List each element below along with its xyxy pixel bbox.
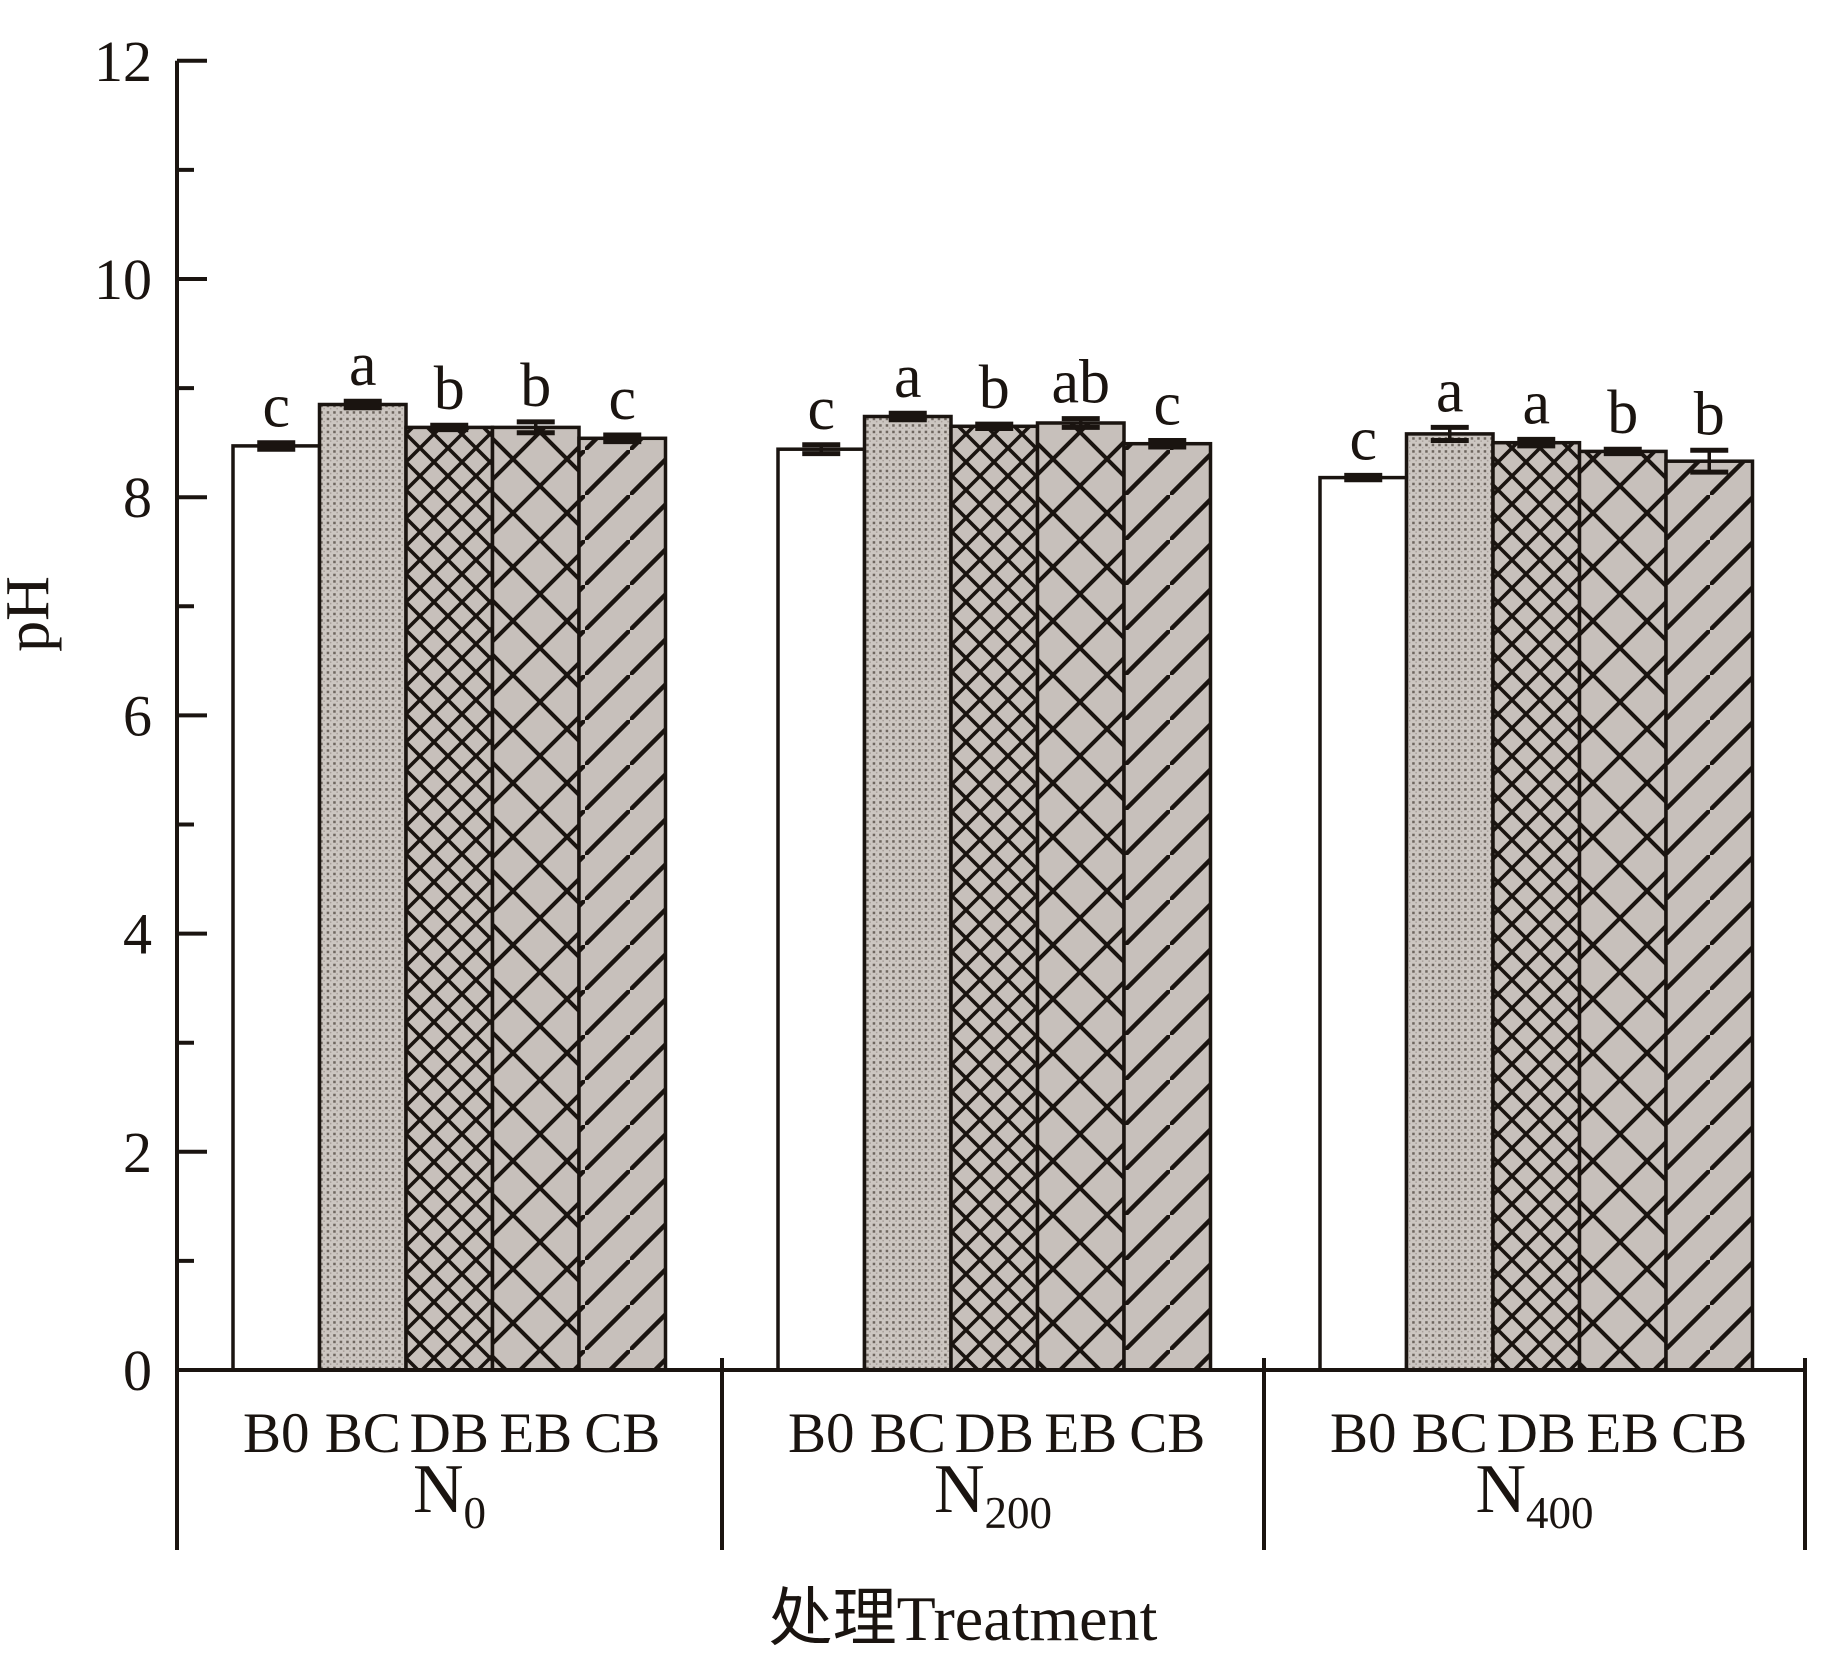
bar-B0-N400 [1318, 475, 1409, 1372]
y-tick-label: 10 [94, 247, 152, 312]
sig-letter: b [1694, 380, 1725, 448]
treatment-label: B0 [1330, 1402, 1397, 1465]
bar-CB-N400 [1664, 459, 1755, 1372]
error-bar [888, 410, 927, 423]
sig-letter: a [1522, 369, 1550, 437]
error-bar [802, 442, 841, 457]
treatment-label: EB [1044, 1402, 1117, 1465]
error-bar [975, 421, 1014, 431]
error-bar [603, 432, 642, 445]
bar-BC-N400 [1404, 432, 1495, 1372]
sig-letter: ab [1051, 349, 1110, 417]
bar-DB-N0 [404, 425, 495, 1372]
treatment-label: B0 [788, 1402, 855, 1465]
error-bar [1430, 424, 1469, 443]
bar-DB-N200 [949, 424, 1040, 1372]
treatment-label: DB [1497, 1402, 1576, 1465]
error-bar [1603, 446, 1642, 457]
error-bar [516, 419, 555, 436]
treatment-label: EB [499, 1402, 572, 1465]
bar-DB-N400 [1491, 440, 1582, 1372]
bar-EB-N200 [1035, 421, 1126, 1372]
error-bar [257, 440, 296, 452]
bar-BC-N0 [317, 402, 408, 1372]
treatment-label: BC [325, 1402, 401, 1465]
sig-letter: b [520, 352, 551, 420]
bar-EB-N400 [1577, 449, 1668, 1372]
sig-letter: a [349, 331, 377, 399]
bar-B0-N200 [776, 447, 867, 1372]
error-bar [1061, 416, 1100, 430]
sig-letter: c [1349, 405, 1377, 473]
sig-letter: c [608, 365, 636, 433]
y-tick-label: 6 [123, 683, 152, 748]
bar-CB-N200 [1122, 441, 1213, 1372]
error-bar [430, 422, 469, 433]
treatment-label: CB [1671, 1402, 1747, 1465]
error-bar [1690, 447, 1729, 475]
y-axis-title: pH [0, 576, 62, 652]
bar-BC-N200 [862, 414, 953, 1372]
error-bar [1344, 472, 1383, 483]
y-tick-label: 0 [123, 1338, 152, 1403]
y-tick-label: 4 [123, 902, 152, 967]
sig-letter: a [894, 343, 922, 411]
treatment-label: DB [410, 1402, 489, 1465]
sig-letter: c [1153, 371, 1181, 439]
sig-letter: c [262, 373, 290, 441]
treatment-label: BC [1412, 1402, 1488, 1465]
error-bar [1148, 438, 1187, 450]
y-tick-label: 2 [123, 1120, 152, 1185]
error-bar [343, 398, 382, 411]
y-tick-label: 12 [94, 29, 152, 94]
bar-EB-N0 [490, 425, 581, 1372]
y-tick-label: 8 [123, 465, 152, 530]
sig-letter: a [1436, 357, 1464, 425]
treatment-label: B0 [243, 1402, 310, 1465]
x-axis-title: 处理Treatment [769, 1583, 1158, 1654]
sig-letter: b [979, 354, 1010, 422]
bar-CB-N0 [577, 436, 668, 1372]
sig-letter: c [807, 375, 835, 443]
treatment-label: DB [955, 1402, 1034, 1465]
treatment-label: BC [870, 1402, 946, 1465]
bar-B0-N0 [231, 444, 322, 1372]
treatment-label: CB [584, 1402, 660, 1465]
treatment-label: CB [1129, 1402, 1205, 1465]
error-bar [1517, 436, 1556, 449]
treatment-label: EB [1586, 1402, 1659, 1465]
sig-letter: b [434, 355, 465, 423]
sig-letter: b [1607, 379, 1638, 447]
